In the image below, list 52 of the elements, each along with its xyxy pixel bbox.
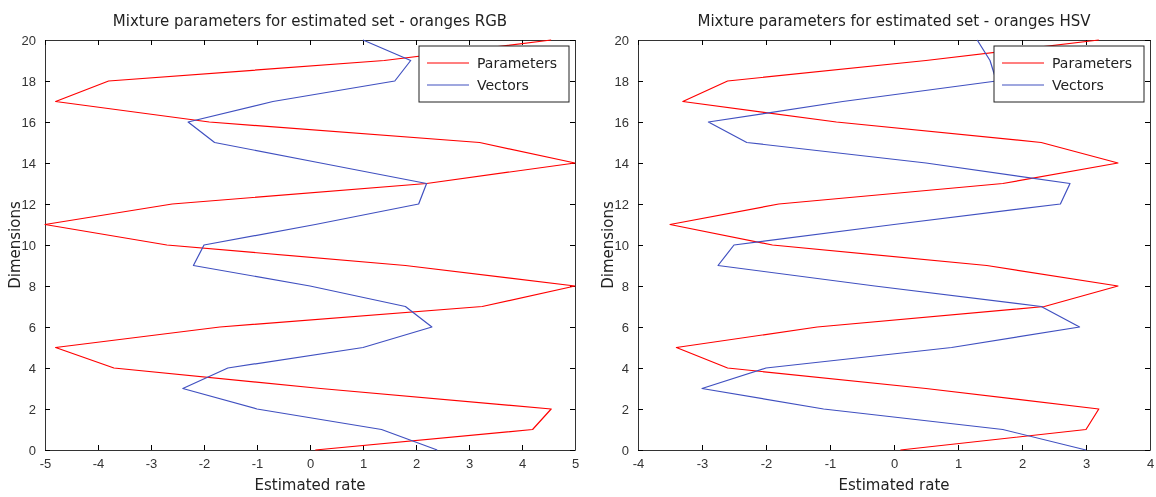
x-tick-label: -5 <box>39 456 52 472</box>
y-tick-label: 0 <box>28 442 36 458</box>
x-axis-title: Estimated rate <box>838 476 950 494</box>
x-tick-label: -1 <box>824 456 837 472</box>
y-tick-label: 20 <box>21 32 36 48</box>
y-tick-label: 14 <box>614 155 629 171</box>
y-tick-label: 4 <box>28 360 36 376</box>
y-tick-label: 18 <box>21 73 36 89</box>
chart-title: Mixture parameters for estimated set - oranges HSV <box>697 12 1092 30</box>
x-tick-label: -1 <box>251 456 264 472</box>
y-tick-label: 16 <box>21 114 36 130</box>
line-series <box>182 39 438 451</box>
y-tick-label: 8 <box>621 278 629 294</box>
line-series <box>44 39 576 451</box>
y-tick-label: 20 <box>614 32 629 48</box>
x-tick-label: -2 <box>760 456 773 472</box>
x-tick-label: 2 <box>412 456 421 472</box>
legend-label: Vectors <box>477 77 529 93</box>
y-tick-label: 0 <box>621 442 629 458</box>
legend-label: Parameters <box>1052 55 1133 71</box>
x-tick-label: 0 <box>890 456 899 472</box>
x-tick-label: -2 <box>198 456 211 472</box>
legend-label: Parameters <box>477 55 558 71</box>
x-tick-label: 4 <box>1146 456 1155 472</box>
x-tick-label: 3 <box>465 456 474 472</box>
x-tick-label: -3 <box>145 456 158 472</box>
x-axis-title: Estimated rate <box>254 476 366 494</box>
x-tick-label: 0 <box>306 456 315 472</box>
y-tick-label: 12 <box>614 196 629 212</box>
x-tick-label: -4 <box>632 456 645 472</box>
x-tick-label: 2 <box>1018 456 1027 472</box>
x-tick-label: 5 <box>571 456 580 472</box>
y-tick-label: 12 <box>21 196 36 212</box>
x-tick-label: 1 <box>359 456 368 472</box>
y-tick-label: 6 <box>621 319 629 335</box>
y-tick-label: 2 <box>621 401 629 417</box>
y-tick-label: 2 <box>28 401 36 417</box>
y-tick-label: 10 <box>614 237 629 253</box>
y-tick-label: 10 <box>21 237 36 253</box>
y-tick-label: 18 <box>614 73 629 89</box>
y-tick-label: 14 <box>21 155 36 171</box>
x-tick-label: -4 <box>92 456 105 472</box>
x-tick-label: 4 <box>518 456 527 472</box>
y-tick-label: 6 <box>28 319 36 335</box>
y-tick-label: 16 <box>614 114 629 130</box>
y-tick-label: 4 <box>621 360 629 376</box>
x-tick-label: 3 <box>1082 456 1091 472</box>
legend-label: Vectors <box>1052 77 1104 93</box>
y-tick-label: 8 <box>28 278 36 294</box>
chart-title: Mixture parameters for estimated set - oranges RGB <box>112 12 508 30</box>
x-tick-label: -3 <box>696 456 709 472</box>
x-tick-label: 1 <box>954 456 963 472</box>
